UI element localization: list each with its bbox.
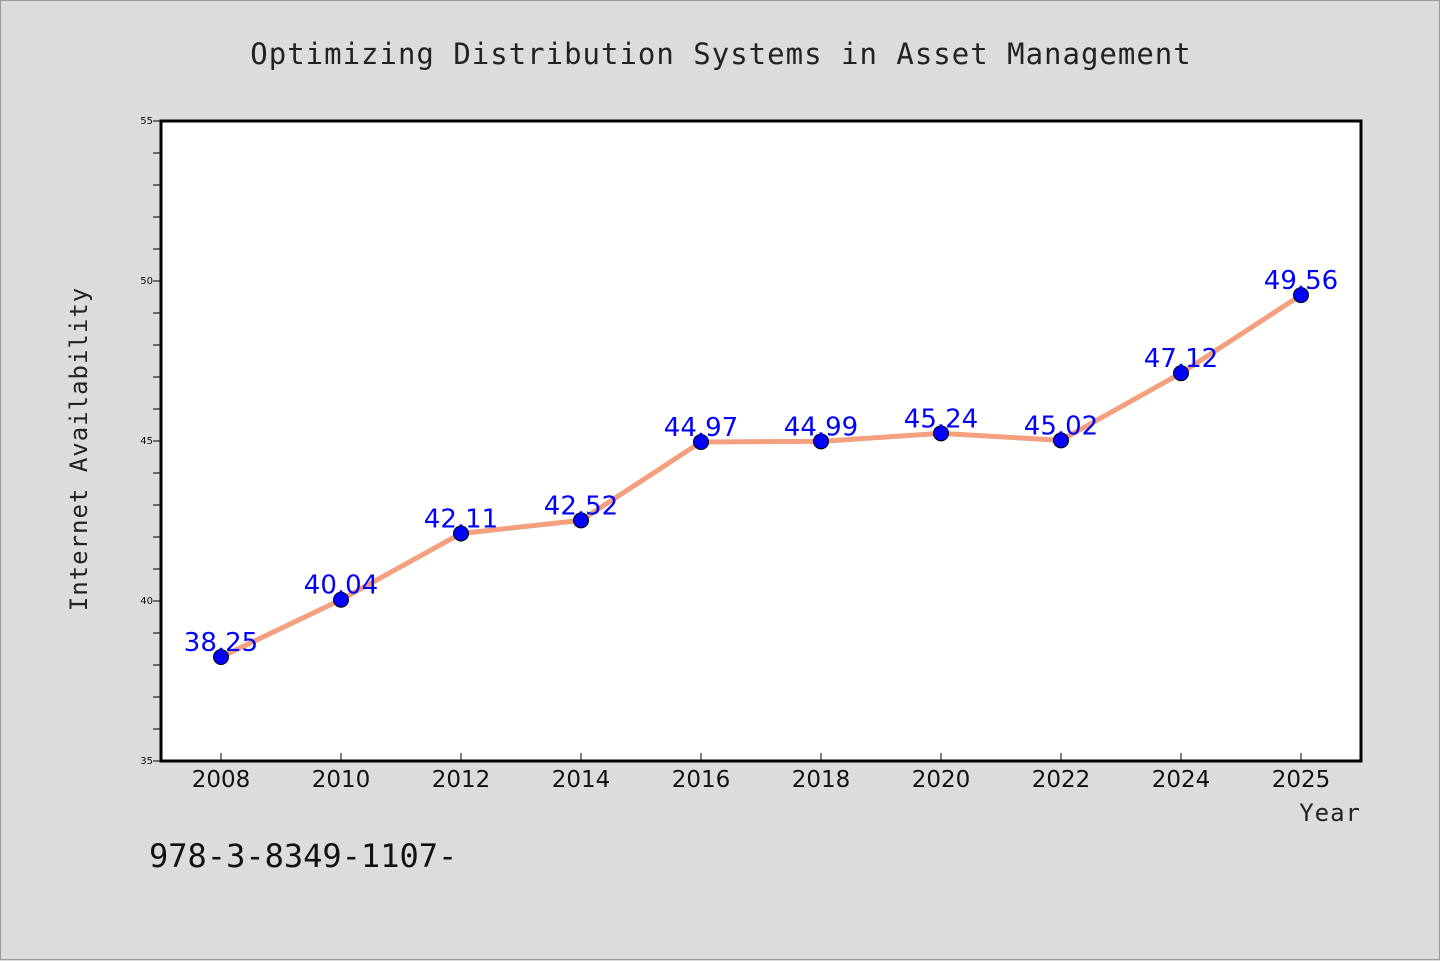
data-label: 44.99 <box>784 412 858 442</box>
y-tick-label: 45 <box>140 436 153 447</box>
data-labels: 38.25 40.04 42.11 42.52 44.97 44.99 45.24 45.02… <box>184 266 1338 658</box>
data-label: 38.25 <box>184 628 258 658</box>
x-tick-label: 2008 <box>192 767 251 793</box>
data-point <box>573 512 589 529</box>
data-label: 40.04 <box>304 571 378 601</box>
y-axis-ticks <box>153 120 161 762</box>
data-label: 44.97 <box>664 413 738 443</box>
x-tick-label: 2016 <box>672 767 731 793</box>
y-tick-label: 55 <box>140 116 153 127</box>
data-label: 47.12 <box>1144 344 1218 374</box>
x-tick-label: 2010 <box>312 767 371 793</box>
y-tick-label: 40 <box>140 596 153 607</box>
data-label: 42.52 <box>544 491 618 521</box>
x-tick-label: 2022 <box>1032 767 1091 793</box>
y-axis-tick-labels: 35 40 45 50 55 <box>140 116 153 767</box>
data-label: 42.11 <box>424 504 498 534</box>
data-point <box>453 525 469 542</box>
x-tick-label: 2012 <box>432 767 491 793</box>
data-label: 45.02 <box>1024 411 1098 441</box>
data-point <box>1053 432 1069 449</box>
y-tick-label: 35 <box>140 756 153 767</box>
x-tick-label: 2014 <box>552 767 611 793</box>
data-point <box>1173 365 1189 382</box>
x-tick-label: 2025 <box>1272 767 1331 793</box>
data-point <box>693 433 709 450</box>
series-line <box>218 292 1304 660</box>
x-axis-ticks <box>220 753 1302 761</box>
data-point <box>813 433 829 450</box>
x-axis-label: Year <box>1299 799 1361 827</box>
footer-code: 978-3-8349-1107- <box>149 837 457 875</box>
series-markers <box>213 287 1309 665</box>
data-label: 49.56 <box>1264 266 1338 296</box>
series-lines <box>218 292 1304 660</box>
data-point <box>213 649 229 665</box>
data-label: 45.24 <box>904 404 978 434</box>
x-tick-label: 2020 <box>912 767 971 793</box>
x-tick-label: 2018 <box>792 767 851 793</box>
x-tick-label: 2024 <box>1152 767 1211 793</box>
data-point <box>933 425 949 442</box>
data-point <box>1293 287 1309 304</box>
data-point <box>333 591 349 608</box>
chart-title: Optimizing Distribution Systems in Asset… <box>250 37 1191 71</box>
y-axis-label: Internet Availability <box>65 287 93 611</box>
y-tick-label: 50 <box>140 276 153 287</box>
x-axis-tick-labels: 2008 2010 2012 2014 2016 2018 2020 2022 2024 2025 <box>192 767 1331 793</box>
